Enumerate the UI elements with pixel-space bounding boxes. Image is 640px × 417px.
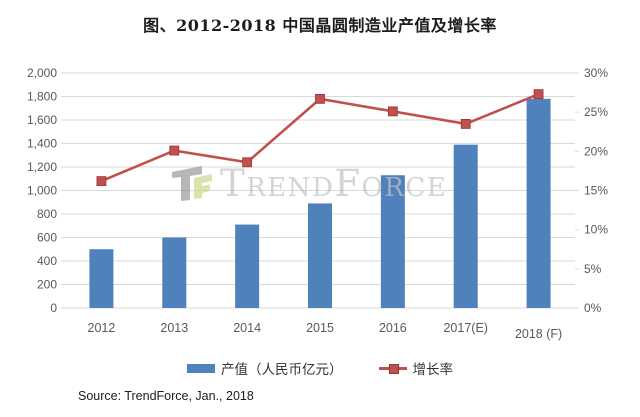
watermark-text: TrendForce (220, 162, 447, 205)
bar-2018 (F) (526, 98, 551, 308)
x-axis-label-2017(E): 2017(E) (443, 321, 487, 335)
legend-label-growth: 增长率 (412, 362, 454, 377)
bar-2015 (308, 203, 332, 308)
left-axis-tick-label: 1,000 (27, 184, 57, 198)
growth-marker-2012 (96, 176, 107, 187)
chart-title: 图、2012-2018 中国晶圆制造业产值及增长率 (143, 16, 497, 35)
bar-series-swatch-icon (187, 363, 215, 373)
x-axis-label-2014: 2014 (233, 321, 261, 335)
bar-2017(E) (453, 144, 478, 308)
x-axis-label-2018 (F): 2018 (F) (515, 327, 562, 341)
left-axis-tick-label: 1,600 (27, 113, 57, 127)
x-axis-label-2015: 2015 (306, 321, 334, 335)
left-axis-tick-label: 2,000 (27, 66, 57, 80)
right-axis-tick-label: 15% (584, 184, 608, 198)
trendforce-logo-icon (172, 166, 212, 201)
chart-plot-area: 0 200 400 600 800 1,000 1,200 1,400 1,600 1,800 2,… (27, 66, 608, 341)
growth-marker-2018 (F) (533, 89, 544, 100)
bar-2014 (235, 224, 260, 308)
left-axis-tick-label: 400 (37, 254, 57, 268)
growth-marker-2016 (387, 106, 398, 117)
trendforce-watermark: TrendForce (172, 162, 447, 205)
left-axis-tick-label: 800 (37, 207, 57, 221)
source-note: Source: TrendForce, Jan., 2018 (78, 389, 254, 403)
legend-label-output: 产值（人民币亿元） (221, 362, 343, 377)
right-axis-tick-label: 20% (584, 144, 608, 158)
legend-item-growth: 增长率 (378, 358, 454, 378)
x-axis-label-2016: 2016 (379, 321, 407, 335)
left-axis-tick-label: 200 (37, 278, 57, 292)
growth-marker-2013 (169, 145, 180, 156)
legend-item-output: 产值（人民币亿元） (187, 358, 343, 378)
line-series-swatch-icon (378, 363, 407, 374)
right-axis-tick-label: 30% (584, 66, 608, 80)
right-axis-tick-label: 25% (584, 105, 608, 119)
bar-2013 (162, 237, 187, 308)
right-axis-tick-label: 10% (584, 223, 608, 237)
bar-2012 (89, 249, 114, 308)
growth-marker-2017(E) (460, 119, 471, 129)
left-axis-tick-label: 600 (37, 231, 57, 245)
chart-legend: 产值（人民币亿元） 增长率 (0, 358, 640, 378)
x-axis-label-2012: 2012 (88, 321, 116, 335)
growth-marker-2015 (315, 93, 325, 104)
left-axis-tick-label: 0 (50, 301, 57, 315)
right-axis-tick-label: 5% (584, 262, 602, 276)
growth-marker-2014 (242, 157, 253, 168)
bar-2016 (380, 175, 405, 308)
right-axis-tick-label: 0% (584, 301, 602, 315)
left-axis-tick-label: 1,200 (27, 160, 57, 174)
x-axis-label-2013: 2013 (160, 321, 188, 335)
left-axis-tick-label: 1,400 (27, 137, 57, 151)
left-axis-tick-label: 1,800 (27, 90, 57, 104)
line-swatch-marker (388, 363, 399, 374)
